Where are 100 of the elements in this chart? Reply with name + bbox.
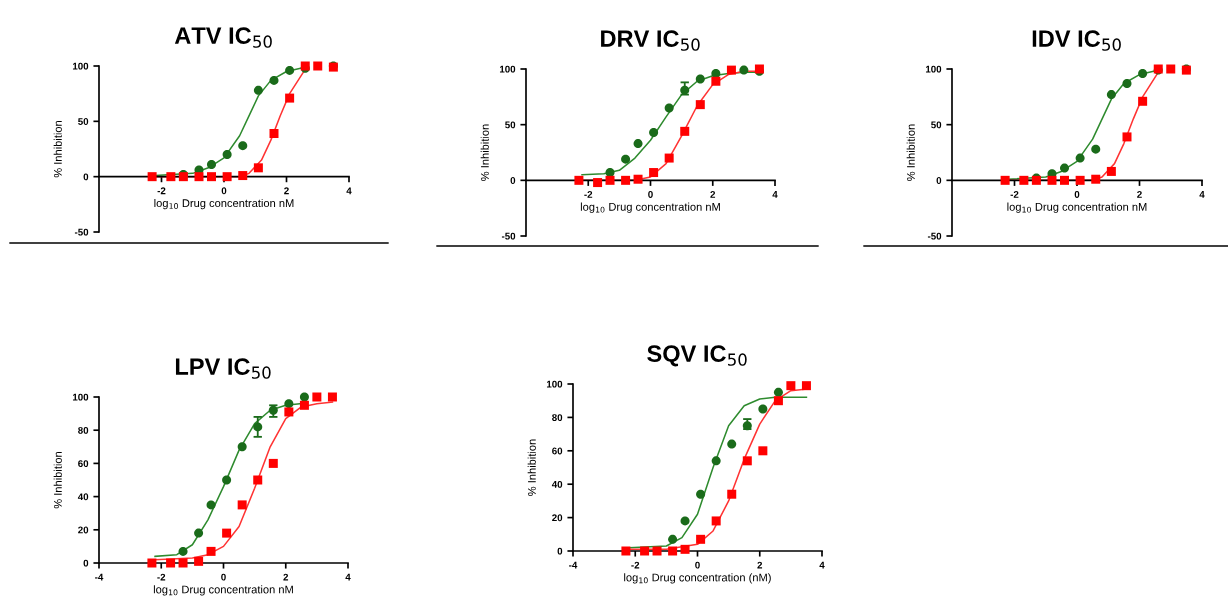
point xyxy=(253,422,263,432)
point xyxy=(206,500,216,510)
chart-title: DRV IC$_{50}$ xyxy=(601,30,700,51)
point xyxy=(574,175,584,185)
point xyxy=(1122,78,1132,88)
y-axis-title: % Inhibition xyxy=(53,452,62,509)
x-tick-label: 4 xyxy=(346,187,352,195)
y-tick-label: 50 xyxy=(78,118,89,125)
point xyxy=(222,150,232,160)
point xyxy=(268,458,278,468)
point xyxy=(194,172,204,182)
point xyxy=(237,442,247,452)
y-tick-label: 100 xyxy=(546,380,563,388)
point xyxy=(801,381,811,391)
y-tick-label: 50 xyxy=(931,121,942,129)
point xyxy=(773,396,783,406)
y-tick-label: 80 xyxy=(552,414,563,422)
x-axis-title: log$_{10}$ Drug concentration nM xyxy=(153,585,293,596)
point xyxy=(206,546,216,556)
x-tick-label: 2 xyxy=(710,191,716,198)
x-tick-label: -2 xyxy=(157,187,166,195)
point xyxy=(1019,175,1029,185)
point xyxy=(299,392,309,402)
x-tick-label: 2 xyxy=(1137,191,1142,198)
x-axis-title: log$_{10}$ Drug concentration nM xyxy=(154,198,294,210)
point xyxy=(166,558,176,568)
y-tick-label: 100 xyxy=(925,65,942,73)
point xyxy=(621,154,631,164)
x-tick-label: 4 xyxy=(1199,191,1205,198)
y-tick-label: 100 xyxy=(72,393,89,401)
point xyxy=(711,456,721,466)
point xyxy=(727,489,737,499)
point xyxy=(680,126,690,136)
y-tick-label: -50 xyxy=(501,232,516,240)
point xyxy=(742,456,752,466)
point xyxy=(711,76,721,86)
point xyxy=(711,516,721,526)
x-tick-label: -2 xyxy=(631,561,640,569)
point xyxy=(1166,64,1176,74)
point xyxy=(1047,175,1057,185)
point xyxy=(222,528,232,538)
chart-title: LPV IC$_{50}$ xyxy=(175,358,271,379)
y-tick-label: 60 xyxy=(78,460,89,468)
point xyxy=(696,489,706,499)
chart-title: ATV IC$_{50}$ xyxy=(174,27,272,48)
x-tick-label: 4 xyxy=(345,573,351,581)
x-tick-label: 2 xyxy=(757,561,763,569)
point xyxy=(178,546,188,556)
y-tick-label: 0 xyxy=(83,173,89,181)
y-tick-label: 100 xyxy=(499,65,516,73)
point xyxy=(773,387,783,397)
x-axis-title: log$_{10}$ Drug concentration nM xyxy=(1007,202,1147,213)
point xyxy=(238,171,248,181)
point xyxy=(178,558,188,568)
y-tick-label: 100 xyxy=(72,62,89,70)
point xyxy=(207,159,216,169)
point xyxy=(1075,153,1085,163)
point xyxy=(313,61,323,71)
x-axis-title: log$_{10}$ Drug concentration nM xyxy=(580,202,720,213)
y-tick-label: 40 xyxy=(551,480,563,488)
point xyxy=(1106,90,1116,100)
point xyxy=(668,534,678,544)
point xyxy=(194,528,204,538)
y-axis-title: % Inhibition xyxy=(906,124,915,181)
y-tick-label: 20 xyxy=(552,514,563,522)
point xyxy=(621,546,631,556)
point xyxy=(640,546,650,556)
point xyxy=(680,85,690,95)
point xyxy=(1091,144,1101,154)
x-tick-label: 0 xyxy=(221,187,227,195)
x-axis-title: log$_{10}$ Drug concentration (nM) xyxy=(624,573,771,584)
point xyxy=(1060,175,1069,185)
point xyxy=(739,65,749,75)
point xyxy=(194,556,204,566)
point xyxy=(253,163,263,173)
point xyxy=(238,141,248,151)
point xyxy=(652,546,662,556)
y-tick-label: 0 xyxy=(557,547,563,555)
chart-title: SQV IC$_{50}$ xyxy=(647,345,747,367)
point xyxy=(269,75,279,85)
point xyxy=(299,400,309,410)
point xyxy=(285,93,295,103)
point xyxy=(237,500,247,510)
point xyxy=(207,172,216,182)
point xyxy=(1106,166,1116,176)
point xyxy=(253,85,263,95)
point xyxy=(621,175,631,185)
y-tick-label: -50 xyxy=(74,228,89,236)
y-tick-label: 0 xyxy=(510,177,516,184)
point xyxy=(284,407,294,417)
y-tick-label: 80 xyxy=(78,426,89,434)
y-tick-label: 0 xyxy=(936,177,942,184)
y-tick-label: 40 xyxy=(77,493,89,501)
point xyxy=(222,172,232,182)
point xyxy=(664,153,674,163)
y-tick-label: 60 xyxy=(552,447,563,455)
point xyxy=(680,544,690,554)
point xyxy=(696,534,706,544)
point xyxy=(253,475,263,485)
point xyxy=(147,172,157,182)
